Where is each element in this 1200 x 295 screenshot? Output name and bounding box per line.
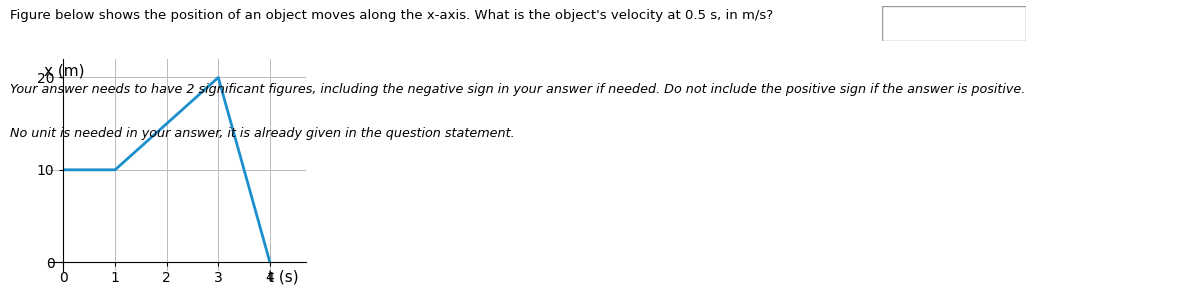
Text: No unit is needed in your answer, it is already given in the question statement.: No unit is needed in your answer, it is … bbox=[10, 127, 515, 140]
Text: x (m): x (m) bbox=[44, 64, 84, 78]
Text: Your answer needs to have 2 significant figures, including the negative sign in : Your answer needs to have 2 significant … bbox=[10, 83, 1025, 96]
Text: Figure below shows the position of an object moves along the x-axis. What is the: Figure below shows the position of an ob… bbox=[10, 9, 773, 22]
Text: t (s): t (s) bbox=[268, 270, 299, 285]
